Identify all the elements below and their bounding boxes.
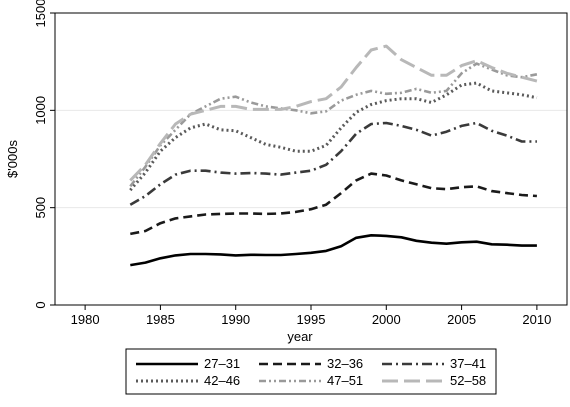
legend-box xyxy=(125,348,497,395)
x-tick-label: 1985 xyxy=(146,312,175,327)
series-line xyxy=(130,234,537,267)
x-tick-label: 2010 xyxy=(522,312,551,327)
x-tick-label: 1980 xyxy=(71,312,100,327)
series-line xyxy=(129,62,538,188)
series-lines xyxy=(129,44,538,267)
y-tick-label: 0 xyxy=(33,301,48,308)
legend: 27–31 32–36 37–41 42–46 47–51 52–58 xyxy=(125,348,497,395)
legend-label: 52–58 xyxy=(450,373,486,388)
y-tick-label: 1000 xyxy=(33,96,48,125)
series-line xyxy=(130,172,537,236)
y-tick-label: 500 xyxy=(33,197,48,219)
y-axis-title: $'000s xyxy=(5,140,20,178)
x-tick-label: 1990 xyxy=(221,312,250,327)
series-line xyxy=(129,121,537,206)
legend-label: 42–46 xyxy=(204,373,240,388)
legend-label: 47–51 xyxy=(327,373,363,388)
x-tick-label: 2000 xyxy=(372,312,401,327)
legend-label: 27–31 xyxy=(204,356,240,371)
y-tick-label: 1500 xyxy=(33,0,48,27)
series-line xyxy=(129,81,538,192)
x-axis: 1980 1985 1990 1995 2000 2005 2010 xyxy=(71,305,551,327)
x-tick-label: 1995 xyxy=(297,312,326,327)
x-axis-title: year xyxy=(287,329,313,344)
y-axis: 0 500 1000 1500 xyxy=(33,0,55,309)
legend-label: 32–36 xyxy=(327,356,363,371)
series-line xyxy=(129,44,538,182)
legend-label: 37–41 xyxy=(450,356,486,371)
x-tick-label: 2005 xyxy=(447,312,476,327)
